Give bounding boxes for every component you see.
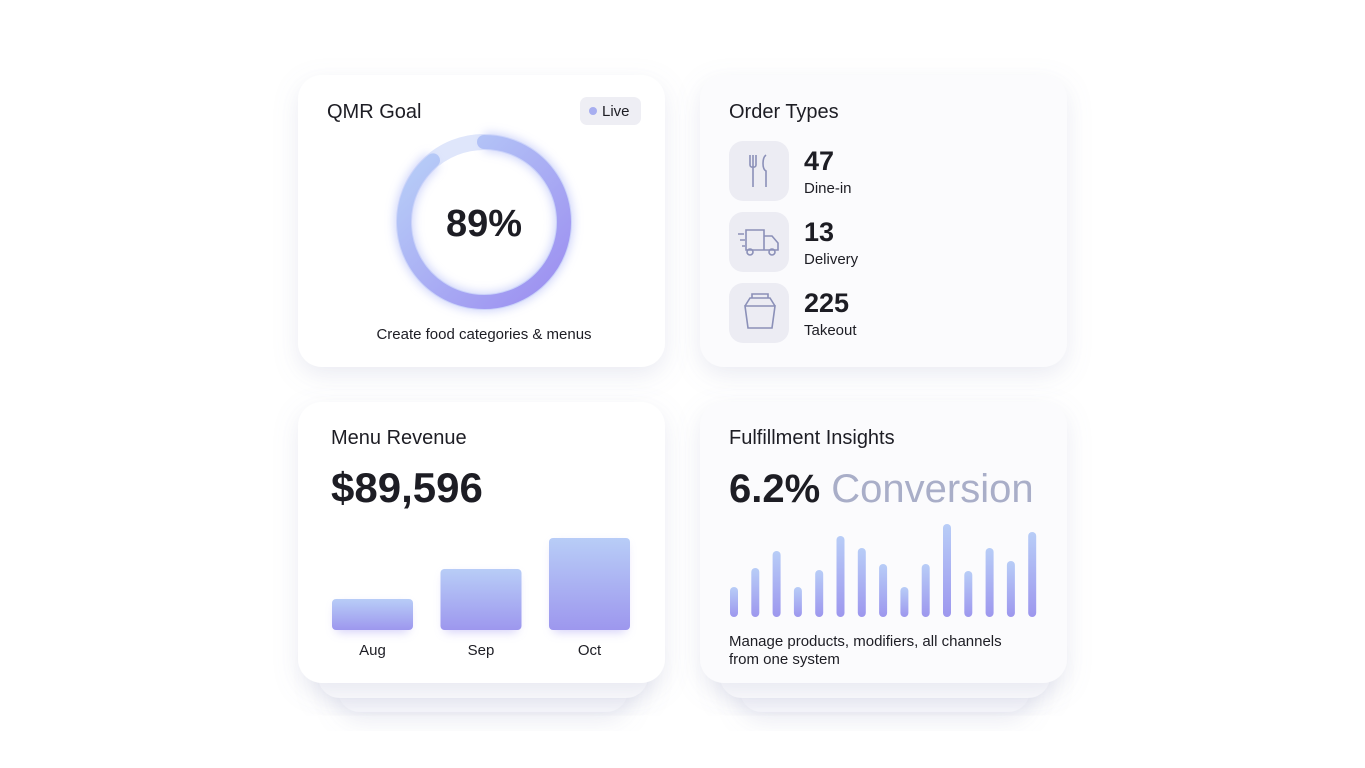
badge-dot [589, 107, 597, 115]
order-count: 13 [804, 217, 834, 247]
spike [964, 571, 973, 617]
spike [879, 564, 888, 617]
bar-label: Oct [578, 642, 602, 659]
conversion-label: Conversion [831, 467, 1033, 511]
spike [943, 524, 951, 617]
icon-box [744, 293, 776, 329]
conversion-rate: 6.2% [729, 467, 820, 511]
spike [921, 564, 930, 617]
revenue-total: $89,596 [331, 464, 483, 511]
card-title: QMR Goal [327, 101, 421, 123]
card-title: Menu Revenue [331, 427, 467, 449]
card-title: Fulfillment Insights [729, 427, 895, 449]
icon-truck [738, 229, 779, 251]
caption: from one system [729, 651, 840, 668]
card [700, 75, 1067, 367]
order-count: 225 [804, 288, 849, 318]
conversion: 6.2% Conversion [729, 467, 1034, 511]
card [298, 75, 665, 367]
icons [729, 141, 789, 343]
order-label: Dine-in [804, 180, 852, 197]
bar [332, 599, 413, 630]
icon-cutlery [749, 154, 767, 187]
icon-bg [729, 283, 789, 343]
bar-label: Aug [359, 642, 386, 659]
spike [751, 568, 760, 617]
spike [772, 551, 781, 617]
spike [836, 536, 845, 617]
order-label: Delivery [804, 251, 859, 268]
card [700, 402, 1067, 683]
ring-value: 89% [446, 203, 522, 245]
icon-bg [729, 141, 789, 201]
icon-wheel [768, 248, 776, 256]
spike [730, 587, 738, 617]
bar-label: Sep [468, 642, 495, 659]
bar [440, 569, 522, 630]
bar [549, 538, 630, 630]
spike [1028, 532, 1037, 617]
caption: Manage products, modifiers, all channels [729, 633, 1002, 650]
card-title: Order Types [729, 101, 839, 123]
badge-label: Live [602, 103, 630, 120]
spike [793, 587, 802, 617]
spike [815, 570, 824, 617]
ring-progress [397, 135, 571, 309]
order-label: Takeout [804, 322, 857, 339]
icon-wheel [746, 248, 754, 256]
spike [857, 548, 866, 617]
spike [1006, 561, 1015, 617]
icon-bg [729, 212, 789, 272]
order-count: 47 [804, 146, 834, 176]
caption: Create food categories & menus [376, 326, 591, 343]
badge [580, 97, 641, 125]
spike [900, 587, 909, 617]
spike [985, 548, 994, 617]
